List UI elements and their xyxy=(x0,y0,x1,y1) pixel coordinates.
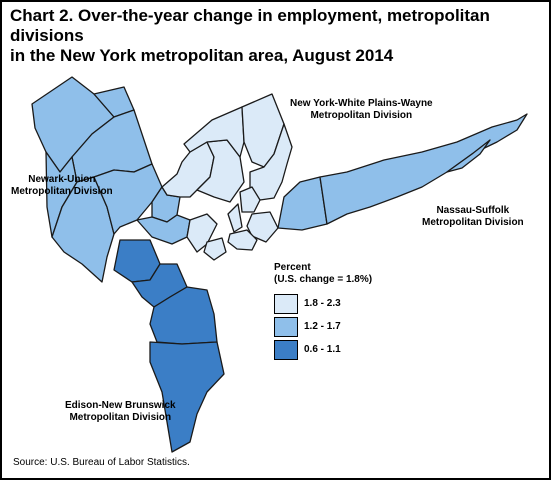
legend-title-line: (U.S. change = 1.8%) xyxy=(274,274,373,285)
county-queens xyxy=(246,211,279,243)
chart-title-line-2: in the New York metropolitan area, Augus… xyxy=(10,46,394,65)
label-line: Metropolitan Division xyxy=(69,412,172,423)
chart-title: Chart 2. Over-the-year change in employm… xyxy=(10,6,545,66)
label-line: Metropolitan Division xyxy=(422,217,524,228)
label-nassau-suffolk-division: Nassau-Suffolk Metropolitan Division xyxy=(422,205,524,229)
label-line: Newark-Union xyxy=(28,174,96,185)
label-line: Edison-New Brunswick xyxy=(65,400,176,411)
legend-item-label: 1.2 - 1.7 xyxy=(304,321,341,332)
county-ocean xyxy=(149,341,225,453)
label-line: Metropolitan Division xyxy=(11,186,113,197)
legend-swatch-medium xyxy=(274,316,298,337)
legend-swatch-dark xyxy=(274,339,298,360)
label-new-york-division: New York-White Plains-Wayne Metropolitan… xyxy=(290,98,433,122)
nassau-suffolk-division xyxy=(277,113,528,231)
label-line: Nassau-Suffolk xyxy=(436,205,510,216)
county-manhattan xyxy=(227,203,243,233)
suffolk-north-fork xyxy=(446,139,491,173)
county-orange xyxy=(183,106,245,158)
edison-new-brunswick-division xyxy=(113,239,225,453)
county-staten-island xyxy=(203,237,227,261)
county-bronx xyxy=(239,186,261,213)
chart-title-line-1: Chart 2. Over-the-year change in employm… xyxy=(10,6,490,45)
label-edison-new-brunswick-division: Edison-New Brunswick Metropolitan Divisi… xyxy=(65,400,176,424)
legend-title: Percent (U.S. change = 1.8%) xyxy=(274,262,372,286)
county-suffolk xyxy=(319,113,528,225)
label-line: New York-White Plains-Wayne xyxy=(290,98,433,109)
label-newark-union-division: Newark-Union Metropolitan Division xyxy=(11,174,113,198)
legend-item-label: 1.8 - 2.3 xyxy=(304,298,341,309)
legend-item-label: 0.6 - 1.1 xyxy=(304,344,341,355)
source-note: Source: U.S. Bureau of Labor Statistics. xyxy=(13,457,190,468)
legend-item: 0.6 - 1.1 xyxy=(274,338,372,361)
county-monmouth xyxy=(149,286,218,345)
county-nassau xyxy=(277,176,328,231)
newark-union-division xyxy=(31,76,191,283)
county-brooklyn xyxy=(227,229,258,251)
legend-title-line: Percent xyxy=(274,262,311,273)
legend-swatch-light xyxy=(274,293,298,314)
label-line: Metropolitan Division xyxy=(310,110,413,121)
new-york-division xyxy=(161,93,293,261)
legend-item: 1.2 - 1.7 xyxy=(274,315,372,338)
legend: Percent (U.S. change = 1.8%) 1.8 - 2.3 1… xyxy=(274,262,372,361)
legend-item: 1.8 - 2.3 xyxy=(274,292,372,315)
